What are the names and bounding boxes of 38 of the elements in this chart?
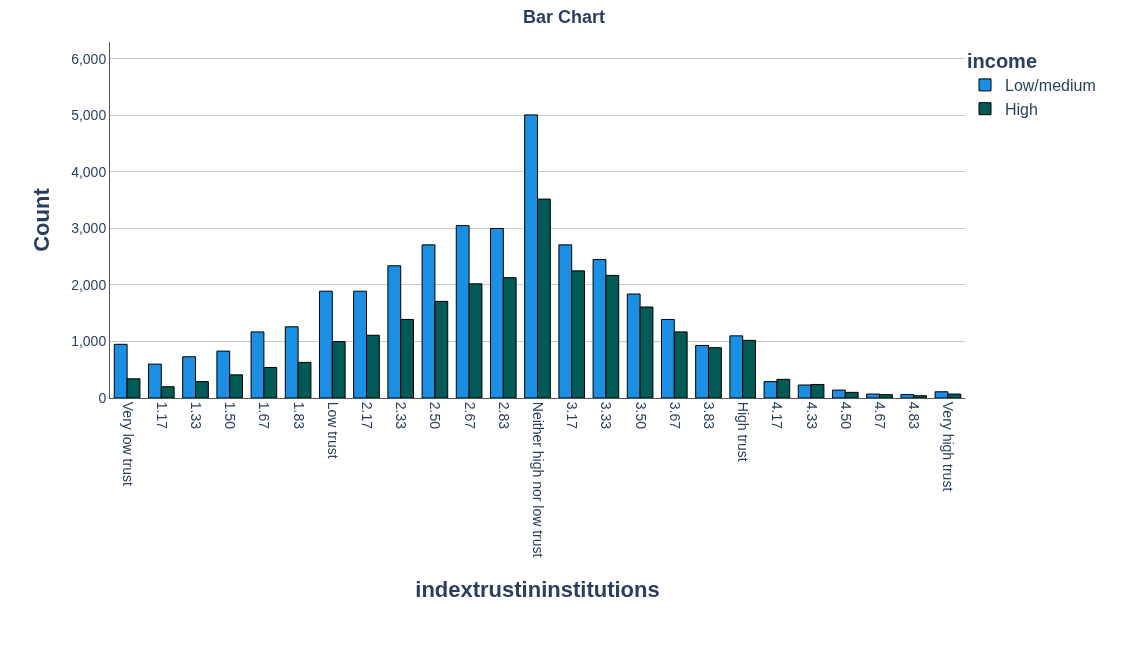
x-tick-label: Very high trust <box>940 401 957 492</box>
y-tick-label: 6,000 <box>71 50 107 67</box>
x-tick-label: 3.67 <box>666 401 683 430</box>
x-tick-label: Low trust <box>324 401 341 459</box>
y-tick-label: 4,000 <box>71 163 107 180</box>
x-tick-label: 1.67 <box>256 401 273 430</box>
x-tick-label: Neither high nor low trust <box>529 401 546 558</box>
y-tick-label: 3,000 <box>71 220 107 237</box>
x-tick-label: 4.33 <box>803 401 820 430</box>
x-tick-label: Very low trust <box>119 401 136 486</box>
y-tick-label: 5,000 <box>71 107 107 124</box>
y-tick-label: 1,000 <box>71 333 107 350</box>
x-tick-label: 2.67 <box>461 401 478 430</box>
x-tick-label: 2.33 <box>393 401 410 430</box>
x-tick-label: 2.50 <box>427 401 444 430</box>
x-axis-title: indextrustininstitutions <box>415 577 660 603</box>
x-tick-label: High trust <box>735 401 752 462</box>
x-tick-label: 4.17 <box>769 401 786 430</box>
x-tick-label: 1.83 <box>290 401 307 430</box>
y-tick-label: 2,000 <box>71 276 107 293</box>
legend-title: income <box>967 50 1038 72</box>
legend-label: High <box>1005 100 1038 118</box>
x-tick-label: 1.33 <box>187 401 204 430</box>
x-tick-label: 3.83 <box>700 401 717 430</box>
x-tick-label: 4.67 <box>871 401 888 430</box>
x-tick-label: 2.83 <box>495 401 512 430</box>
legend-label: Low/medium <box>1005 77 1096 95</box>
x-tick-label: 3.50 <box>632 401 649 430</box>
x-tick-label: 2.17 <box>358 401 375 430</box>
chart-title: Bar Chart <box>522 6 606 27</box>
y-tick-label: 0 <box>98 389 107 406</box>
x-tick-label: 4.83 <box>906 401 923 430</box>
y-axis-title: Count <box>28 187 54 252</box>
x-tick-label: 3.33 <box>598 401 615 430</box>
x-tick-label: 3.17 <box>564 401 581 430</box>
x-tick-label: 1.50 <box>222 401 239 430</box>
x-tick-label: 1.17 <box>153 401 170 430</box>
x-tick-label: 4.50 <box>837 401 854 430</box>
